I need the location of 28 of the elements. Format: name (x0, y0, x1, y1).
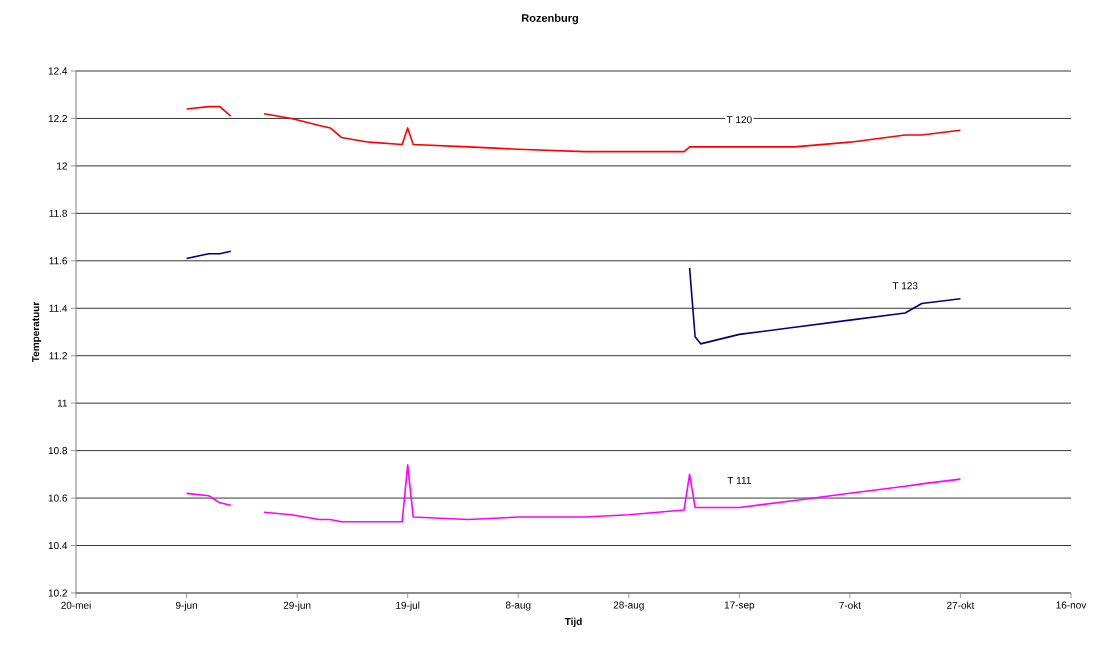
x-tick-label: 7-okt (839, 601, 861, 609)
chart-title: Rozenburg (522, 13, 578, 25)
y-tick-label: 12.4 (48, 67, 68, 75)
x-tick-label: 19-jul (396, 601, 420, 611)
x-axis-title: Tijd (564, 617, 582, 628)
text: T 111 (727, 476, 751, 484)
y-tick-label: 12 (57, 162, 67, 170)
x-tick-label: 8-aug (505, 601, 531, 611)
series-label: T 123 (892, 282, 918, 290)
x-tick-label: 9-jun (175, 601, 198, 611)
text: T 120 (726, 116, 752, 124)
y-tick-label: 11.4 (49, 304, 68, 312)
y-tick-label: 11.2 (49, 352, 67, 360)
x-tick-label: 16-nov (1056, 601, 1087, 609)
y-axis-title: Temperatuur (32, 301, 42, 363)
y-tick-label: 10.8 (48, 447, 68, 455)
y-tick-label: 10.4 (48, 541, 68, 550)
y-tick-label: 11 (57, 399, 67, 407)
y-tick-label: 10.2 (48, 589, 67, 597)
y-tick-label: 12.2 (48, 114, 67, 122)
y-tick-label: 11.8 (49, 209, 68, 217)
y-tick-label: 10.6 (48, 494, 68, 502)
y-tick-label: 11.6 (49, 257, 68, 265)
x-tick-label: 29-jun (283, 601, 311, 611)
x-tick-label: 17-sep (724, 601, 755, 611)
x-tick-label: 20-mei (61, 601, 91, 609)
x-tick-label: 27-okt (947, 601, 975, 609)
x-tick-label: 28-aug (613, 601, 644, 611)
